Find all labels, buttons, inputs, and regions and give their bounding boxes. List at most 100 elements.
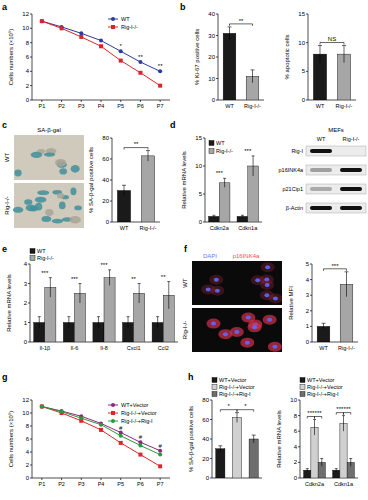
nucleus: [265, 283, 270, 287]
y-tick: [298, 431, 300, 432]
marker: [60, 410, 64, 414]
blot-lane-label: WT: [317, 136, 326, 142]
marker: [99, 423, 103, 427]
bar: [249, 439, 258, 478]
legend-label: WT: [216, 140, 225, 146]
y-tick-label: 60: [102, 156, 109, 162]
bracket: [220, 410, 237, 412]
legend-swatch: [300, 392, 305, 397]
error-bar: [318, 46, 322, 63]
y-tick-label: 80: [102, 135, 109, 141]
panel-letter: d: [170, 120, 176, 130]
legend-swatch: [300, 385, 305, 390]
y-tick-label: 0: [24, 339, 28, 345]
annotation: ***: [244, 148, 252, 154]
image-row-label: Rig-I-/-: [4, 196, 10, 214]
legend-label: Rig-I-/-+Vector: [219, 384, 255, 390]
y-tick: [30, 100, 32, 101]
y-tick-label: 8: [294, 413, 298, 419]
cell: [41, 216, 51, 222]
y-tick: [30, 14, 32, 15]
image-bg: [192, 261, 282, 305]
y-tick-label: 30: [208, 33, 215, 39]
cell: [24, 199, 32, 205]
y-tick-label: 10: [195, 163, 202, 169]
blot-band: [340, 187, 362, 191]
bracket: [230, 24, 253, 26]
x-tick-label: WT: [316, 103, 325, 109]
annotation: **: [161, 274, 166, 280]
y-tick-label: 6: [294, 428, 298, 434]
y-tick: [30, 478, 32, 479]
y-tick-label: 0: [206, 475, 210, 481]
x-tick-label: P7: [157, 103, 164, 109]
x-tick: [41, 478, 42, 480]
y-tick: [310, 326, 312, 327]
blot-band: [310, 187, 332, 191]
micrograph: [192, 261, 282, 305]
cell: [13, 207, 23, 213]
bar: [232, 418, 241, 478]
bracket: [324, 269, 347, 271]
y-tick: [216, 14, 218, 15]
bracket: [315, 417, 322, 419]
x-tick-label: P1: [38, 103, 45, 109]
annotation: ***: [216, 170, 224, 176]
error-bar: [252, 435, 256, 443]
y-tick: [210, 400, 212, 401]
bracket: [336, 413, 343, 415]
y-tick: [110, 180, 112, 181]
x-tick: [101, 478, 102, 480]
y-tick: [30, 400, 32, 401]
y-tick: [310, 295, 312, 296]
image-bg: [14, 183, 84, 228]
y-tick-label: 8: [26, 40, 30, 46]
y-tick-label: 4: [306, 277, 310, 283]
y-tick-label: 0: [306, 339, 310, 345]
y-tick: [210, 478, 212, 479]
nucleus: [234, 330, 239, 334]
micrograph: [13, 183, 84, 228]
marker: [99, 428, 103, 432]
micrograph: [192, 308, 282, 352]
y-tick-label: 15: [195, 135, 202, 141]
x-tick-label: P1: [38, 481, 45, 487]
plot-marks: [117, 151, 154, 222]
y-tick-label: 0: [302, 97, 306, 103]
legend-swatch: [209, 149, 214, 154]
bracket-label: *: [244, 403, 247, 409]
marker: [40, 19, 44, 23]
x-tick-label: Cdkn1a: [334, 481, 354, 487]
marker: [60, 26, 64, 30]
legend-label: Rig-I-/-: [121, 24, 138, 30]
figure: 024681012Cells numbers (×10⁵)aP1P2P3P4P5…: [0, 0, 368, 500]
x-tick-label: P4: [98, 481, 105, 487]
x-tick: [81, 478, 82, 480]
y-tick-label: 4: [26, 449, 30, 455]
marker: [138, 71, 142, 75]
x-tick: [41, 100, 42, 102]
y-tick-label: 40: [102, 177, 109, 183]
x-tick-label: WT: [120, 225, 129, 231]
error-bar: [322, 323, 326, 329]
y-tick: [306, 100, 308, 101]
error-bar: [349, 459, 352, 467]
cell: [55, 159, 66, 167]
series-line: [42, 407, 160, 455]
marker: [99, 44, 103, 48]
channel-label: DAPI: [203, 253, 217, 259]
y-tick-label: 2: [24, 300, 28, 306]
legend-label: WT: [37, 248, 46, 254]
x-tick-label: Rig-I-/-: [140, 225, 157, 231]
x-tick-label: Cdkn1a: [238, 225, 258, 231]
y-tick: [298, 415, 300, 416]
y-tick: [28, 342, 30, 343]
y-tick-label: 0: [26, 97, 30, 103]
blot-strip: [306, 165, 366, 175]
y-tick-label: 0: [199, 219, 203, 225]
x-tick-label: P5: [117, 481, 124, 487]
cell: [35, 197, 47, 203]
plot-marks: [34, 270, 175, 342]
legend-swatch: [300, 378, 305, 383]
marker: [40, 19, 44, 23]
